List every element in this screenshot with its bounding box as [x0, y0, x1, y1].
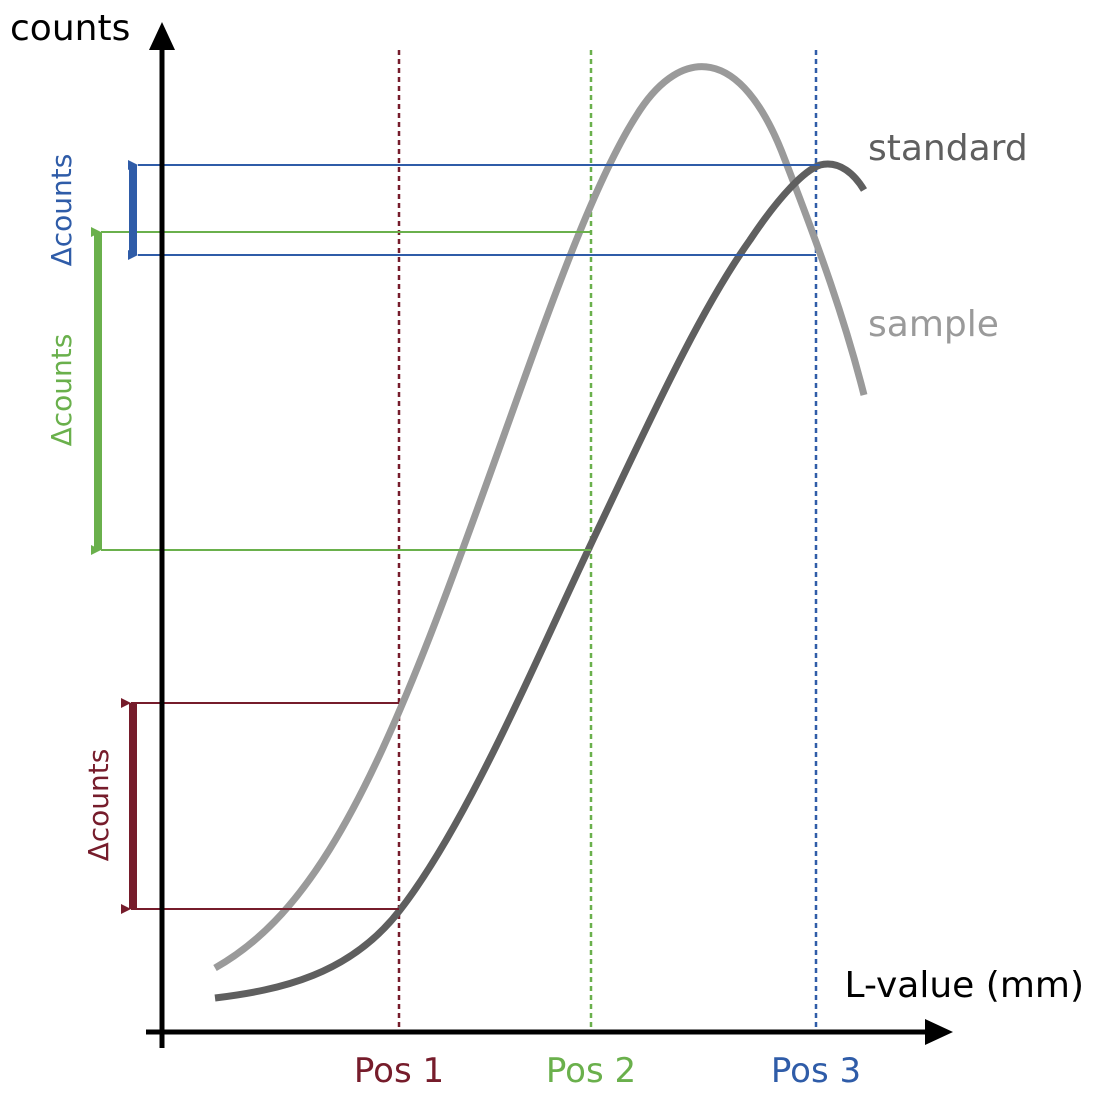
pos2-label: Pos 2: [546, 1051, 636, 1091]
standard-curve: [214, 160, 868, 1002]
delta-label-pos1: Δcounts: [82, 749, 115, 862]
delta-label-pos3: Δcounts: [45, 154, 78, 267]
y-axis-label: counts: [10, 8, 130, 49]
pos1-label: Pos 1: [354, 1051, 444, 1091]
x-axis-label: L-value (mm): [845, 965, 1084, 1006]
x-axis-arrowhead: [925, 1019, 953, 1045]
standard-curve-label: standard: [868, 128, 1028, 169]
delta-label-pos2: Δcounts: [45, 334, 78, 447]
sample-curve: [213, 63, 868, 972]
y-axis-arrowhead: [149, 22, 175, 50]
pos3-label: Pos 3: [771, 1051, 861, 1091]
sample-curve-label: sample: [868, 304, 999, 345]
